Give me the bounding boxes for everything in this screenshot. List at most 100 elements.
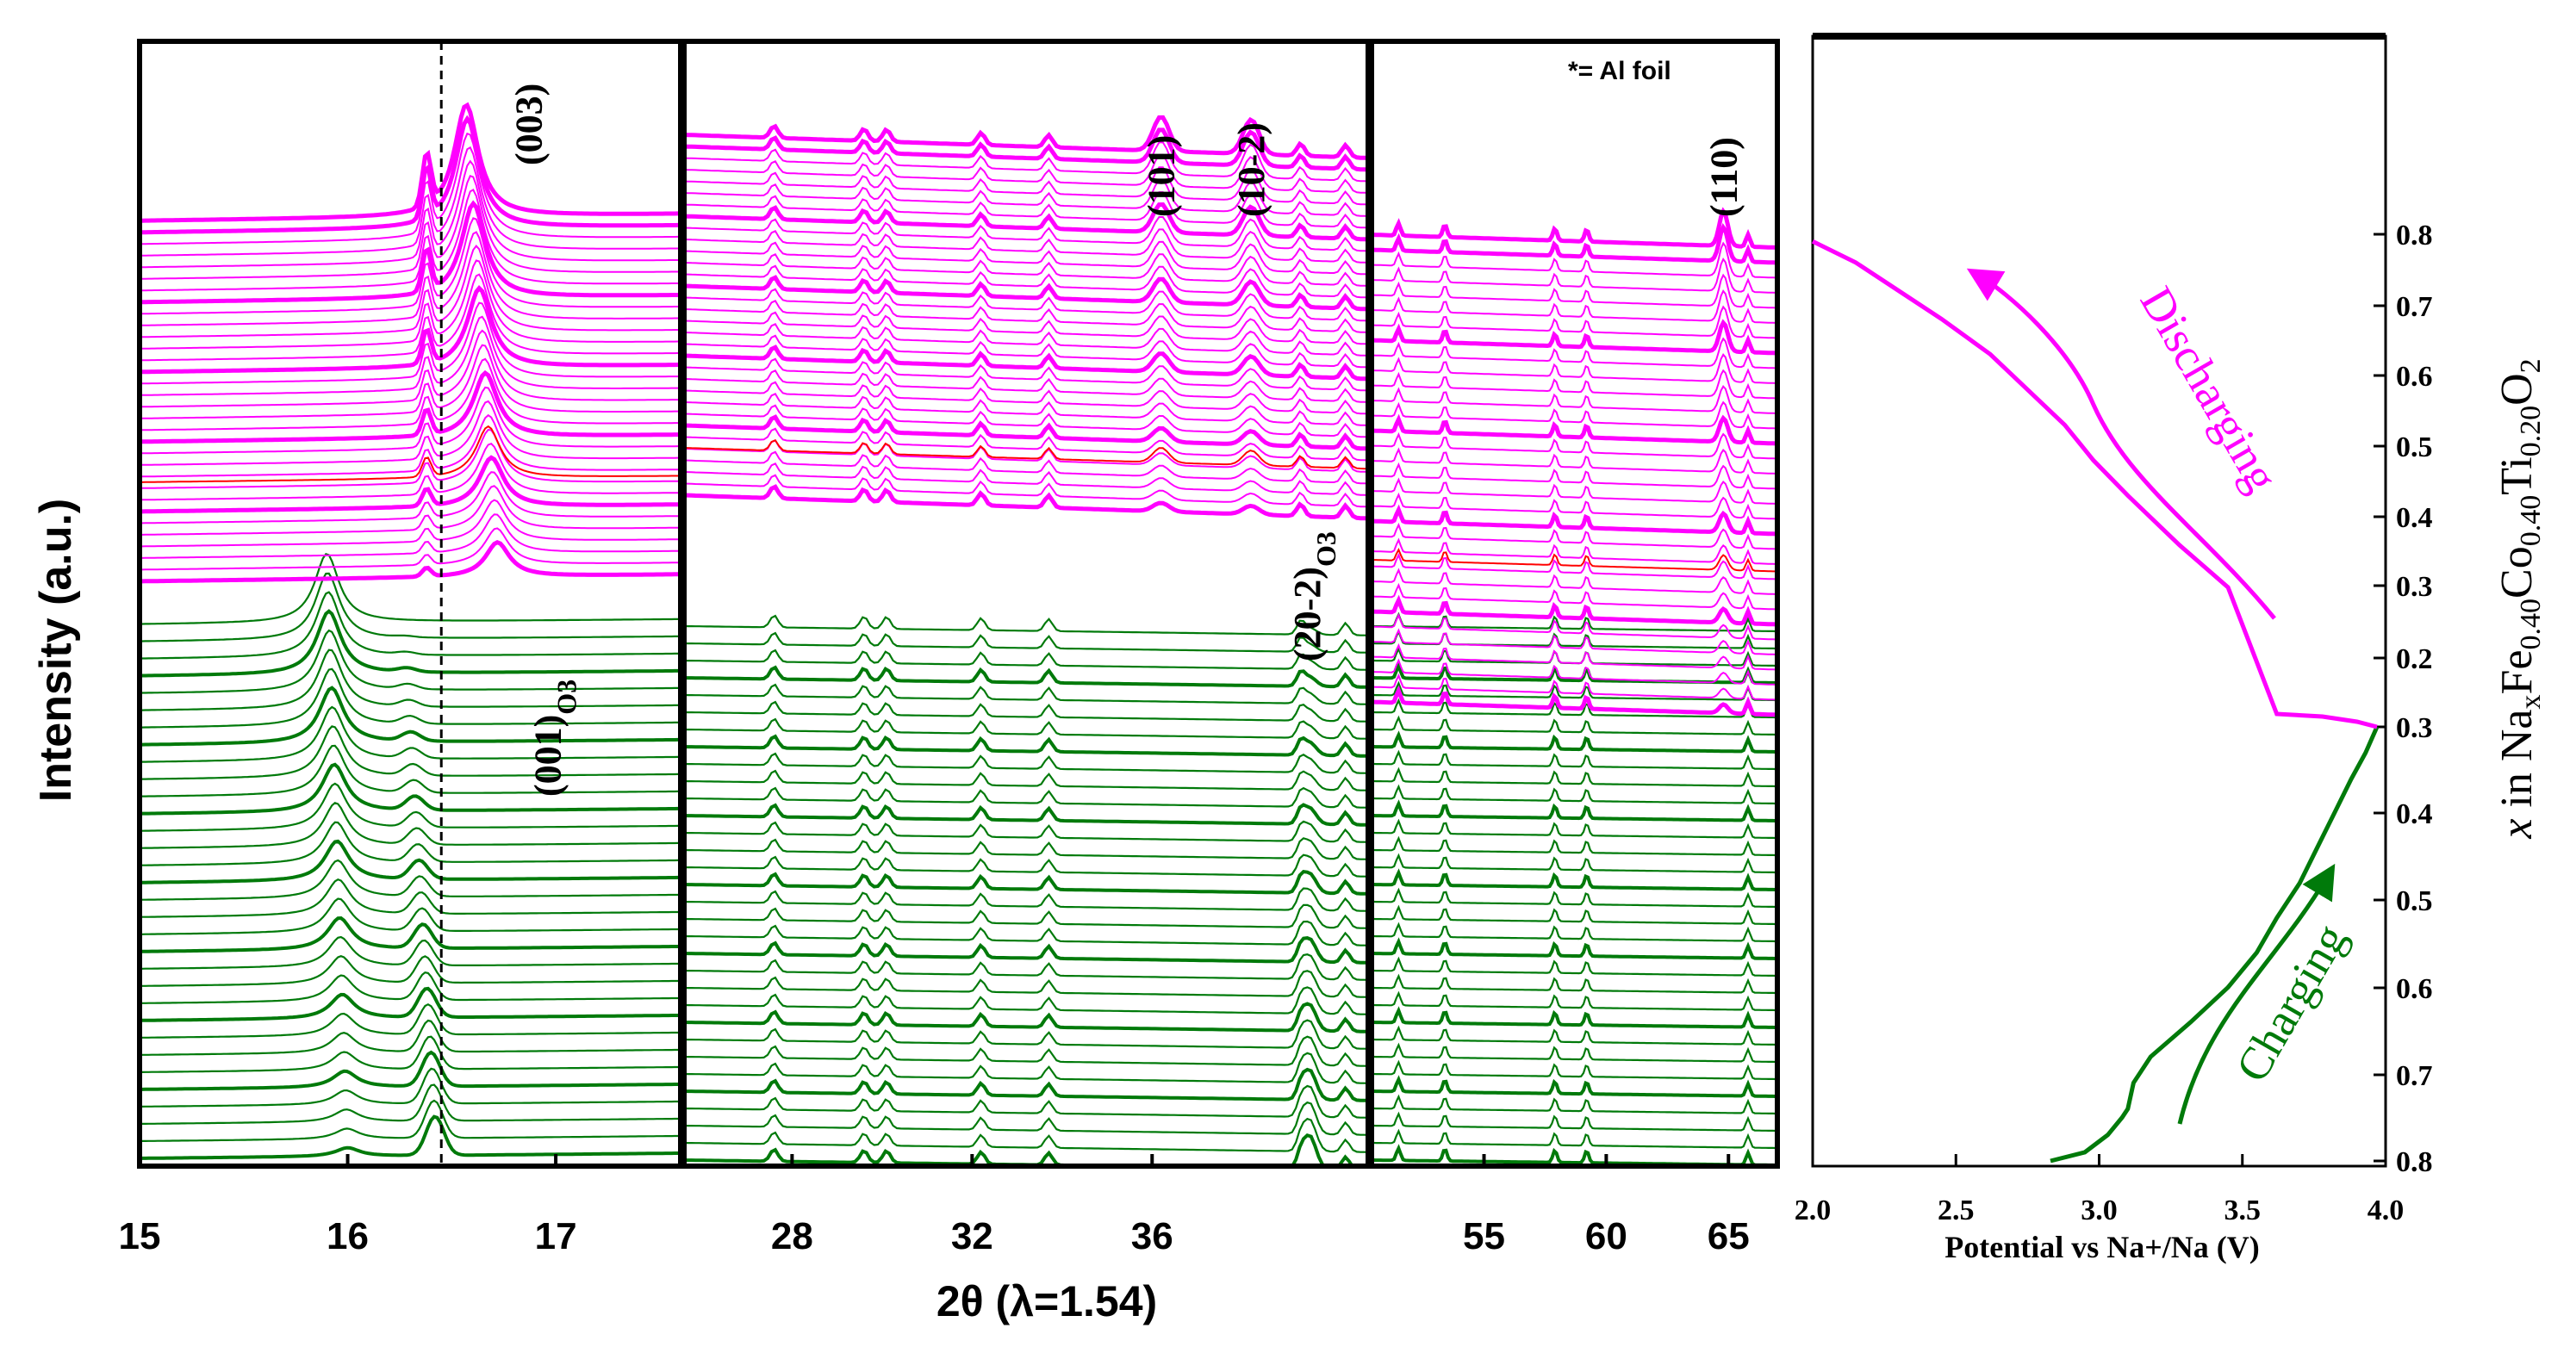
- discharging-trace: [684, 450, 1368, 485]
- discharging-trace: [684, 381, 1368, 415]
- discharging-trace: [1372, 273, 1777, 309]
- charging-trace: [1372, 1144, 1777, 1166]
- charging-trace: [140, 878, 681, 918]
- peak-label: (20-2)O3: [1286, 531, 1341, 661]
- charging-trace: [1372, 818, 1777, 840]
- charging-trace: [140, 1114, 681, 1160]
- electrochem-y-tick-label: 0.6: [2396, 361, 2433, 393]
- discharging-trace: [140, 471, 681, 524]
- electrochem-y-tick-label: 0.5: [2396, 885, 2433, 917]
- discharging-trace: [140, 259, 681, 350]
- charging-trace: [1372, 990, 1777, 1012]
- xrd-tick-label: 65: [1708, 1215, 1750, 1257]
- discharging-trace: [1372, 658, 1777, 686]
- xrd-peak-labels: (003) (001)O3 (101) (10-2) (20-2)O3 (110): [507, 84, 1745, 797]
- discharging-trace: [1372, 431, 1777, 460]
- charging-trace: [684, 717, 1368, 740]
- discharging-trace: [1372, 612, 1777, 641]
- discharging-trace: [140, 527, 681, 571]
- discharging-trace: [1372, 492, 1777, 520]
- discharging-trace: [140, 513, 681, 559]
- charging-trace: [1372, 904, 1777, 926]
- electrochem-y-tick-label: 0.8: [2396, 220, 2433, 251]
- discharging-trace: [684, 240, 1368, 276]
- discharging-trace: [140, 175, 681, 280]
- electrochem-y-tick-label: 0.7: [2396, 291, 2433, 323]
- discharging-trace: [140, 301, 681, 385]
- charging-trace: [684, 649, 1368, 671]
- charging-trace: [140, 609, 681, 678]
- discharging-trace: [140, 245, 681, 338]
- discharging-trace: [140, 231, 681, 326]
- discharging-trace: [140, 428, 681, 489]
- charging-trace: [684, 1035, 1368, 1067]
- discharging-trace: [1372, 353, 1777, 384]
- charging-trace: [140, 1067, 681, 1108]
- discharging-trace: [140, 284, 681, 375]
- charging-trace: [1372, 868, 1777, 891]
- discharging-trace: [140, 189, 681, 292]
- charging-curve: [2050, 725, 2380, 1164]
- charging-trace: [684, 769, 1368, 791]
- electrochem-curves: Charging Discharging: [1811, 239, 2380, 1164]
- charging-trace: [1372, 715, 1777, 736]
- discharging-trace: [1372, 289, 1777, 324]
- charging-trace: [140, 1002, 681, 1039]
- electrochem-x-tick-label: 3.5: [2224, 1195, 2262, 1226]
- discharging-trace: [140, 159, 681, 269]
- xrd-tick-label: 55: [1463, 1215, 1505, 1257]
- discharging-trace: [140, 344, 681, 419]
- charging-trace: [684, 837, 1368, 860]
- charging-trace: [140, 1019, 681, 1056]
- reference-trace: [1372, 547, 1777, 573]
- al-foil-annotation: *= Al foil: [1568, 57, 1671, 85]
- discharging-trace: [684, 275, 1368, 312]
- discharging-trace: [140, 217, 681, 315]
- charging-trace: [140, 1099, 681, 1142]
- electrochem-y-tick-label: 0.4: [2396, 798, 2433, 830]
- xrd-panels: [140, 41, 1777, 1166]
- discharging-trace: [684, 141, 1368, 183]
- discharging-trace: [684, 369, 1368, 403]
- discharging-trace: [1372, 594, 1777, 627]
- charging-trace: [1372, 1111, 1777, 1133]
- charging-trace: [684, 803, 1368, 827]
- charging-trace: [1372, 698, 1777, 719]
- discharging-curve: [1811, 239, 2378, 729]
- xrd-tick-label: 36: [1131, 1215, 1173, 1257]
- discharging-trace: [684, 427, 1368, 462]
- discharging-trace: [1372, 447, 1777, 475]
- charging-trace: [684, 970, 1368, 998]
- charging-trace: [1372, 1128, 1777, 1150]
- charging-trace: [1372, 937, 1777, 960]
- discharging-trace: [140, 400, 681, 466]
- electrochem-chart: 0.8 0.7 0.6 0.5 0.4 0.3 0.2 0.3 0.4 0.5 0.6 0.7 0.8 2…: [1795, 33, 2547, 1264]
- discharging-trace: [684, 311, 1368, 345]
- charging-trace: [140, 649, 681, 711]
- charging-trace: [140, 986, 681, 1022]
- charging-trace: [684, 631, 1368, 654]
- charging-trace: [1372, 1059, 1777, 1081]
- discharging-trace: [684, 253, 1368, 287]
- electrochem-y-tick-label: 0.3: [2396, 571, 2433, 603]
- charging-trace: [1372, 749, 1777, 771]
- charging-trace: [684, 752, 1368, 774]
- discharging-trace: [1372, 477, 1777, 505]
- xrd-panel-high-angle: [1372, 207, 1777, 1166]
- discharging-trace: [684, 178, 1368, 217]
- discharging-trace: [684, 462, 1368, 496]
- charging-trace: [140, 802, 681, 849]
- discharging-trace: [684, 264, 1368, 299]
- discharging-trace: [684, 344, 1368, 382]
- charging-trace: [140, 915, 681, 953]
- charging-trace: [684, 920, 1368, 946]
- charging-trace: [684, 853, 1368, 878]
- electrochem-x-tick-label: 2.5: [1938, 1195, 1975, 1226]
- discharging-trace: [1372, 552, 1777, 580]
- charging-trace: [684, 903, 1368, 929]
- electrochem-x-tick-label: 3.0: [2081, 1195, 2118, 1226]
- charging-trace: [684, 1019, 1368, 1050]
- charging-trace: [1372, 680, 1777, 702]
- peak-label: (10-2): [1230, 122, 1272, 217]
